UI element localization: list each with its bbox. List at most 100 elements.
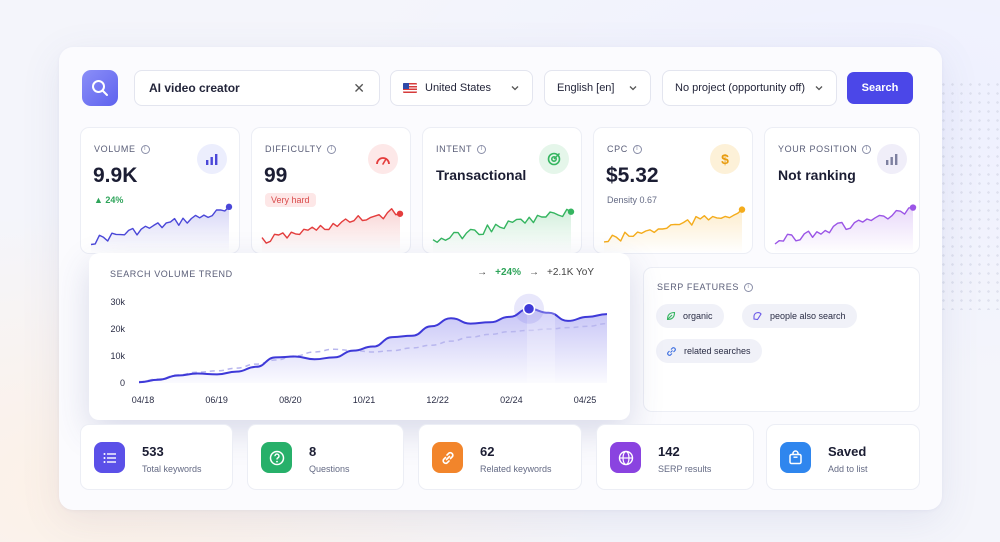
y-tick-label: 30k: [110, 297, 125, 307]
chevron-down-icon: [629, 86, 637, 91]
info-icon[interactable]: i: [743, 282, 753, 292]
us-flag-icon: [403, 83, 417, 93]
question-icon: [261, 442, 292, 473]
arrow-right-icon: →: [477, 267, 488, 278]
y-tick-label: 0: [120, 378, 125, 388]
difficulty-card: DIFFICULTY i 99 Very hard: [251, 127, 411, 254]
trend-chart[interactable]: 0 10k 20k 30k 04/18 06/19 08/20 10/21 12/22 02/24…: [89, 253, 630, 420]
stat-label: Related keywords: [480, 464, 552, 474]
sparkline-line: [603, 209, 743, 243]
stat-label: Questions: [309, 464, 350, 474]
position-sparkline: [774, 204, 917, 253]
info-icon[interactable]: i: [327, 144, 337, 154]
arrow-right-icon: →: [529, 267, 539, 278]
stat-label: Add to list: [828, 464, 868, 474]
y-tick-label: 20k: [110, 324, 125, 334]
search-volume-trend-card: SEARCH VOLUME TREND → +24% → +2.1K YoY 0…: [89, 253, 630, 420]
search-logo-button[interactable]: [82, 70, 118, 106]
sparkline-end-dot: [909, 204, 917, 211]
stat-value: 62: [480, 444, 495, 459]
search-icon: [92, 80, 108, 96]
intent-card: INTENT i Transactional: [422, 127, 582, 254]
x-tick-label: 04/25: [574, 395, 597, 405]
volume-sparkline: [90, 203, 233, 253]
trend-average-line: [138, 322, 608, 383]
position-label: YOUR POSITION: [778, 144, 858, 154]
keyword-value: AI video creator: [149, 81, 240, 95]
language-select[interactable]: English [en]: [544, 70, 651, 106]
language-value: English [en]: [557, 82, 615, 94]
dollar-icon: $: [710, 144, 740, 174]
volume-value: 9.9K: [93, 164, 138, 187]
position-label-row: YOUR POSITION i: [778, 144, 872, 154]
sparkline-area: [91, 206, 229, 253]
difficulty-label: DIFFICULTY: [265, 144, 323, 154]
trend-deltas: → +24% → +2.1K YoY: [477, 267, 594, 278]
difficulty-badge: Very hard: [265, 193, 316, 207]
stat-card-related-keywords[interactable]: 62 Related keywords: [418, 424, 582, 490]
link-icon: [667, 346, 676, 356]
info-icon[interactable]: i: [862, 144, 872, 154]
sparkline-end-dot: [738, 206, 746, 213]
bag-icon: [780, 442, 811, 473]
link-icon: [432, 442, 463, 473]
sparkline-area: [433, 209, 571, 253]
bar-chart-icon: [877, 144, 907, 174]
sparkline-area: [262, 208, 400, 253]
trend-area: [139, 308, 607, 383]
x-tick-label: 12/22: [426, 395, 449, 405]
close-icon[interactable]: ✕: [353, 79, 365, 96]
gauge-icon: [368, 144, 398, 174]
serp-chip-label: organic: [683, 311, 713, 321]
serp-chip-people-also-search[interactable]: people also search: [742, 304, 857, 328]
search-button[interactable]: Search: [847, 72, 913, 104]
stat-label: Total keywords: [142, 464, 202, 474]
difficulty-label-row: DIFFICULTY i: [265, 144, 337, 154]
stat-card-questions[interactable]: 8 Questions: [247, 424, 404, 490]
position-value: Not ranking: [778, 167, 856, 183]
serp-chip-organic[interactable]: organic: [656, 304, 724, 328]
sparkline-line: [774, 206, 914, 245]
stat-label: SERP results: [658, 464, 712, 474]
x-tick-label: 08/20: [279, 395, 302, 405]
serp-title: SERP FEATURES: [657, 282, 739, 292]
cpc-density: Density 0.67: [607, 195, 658, 205]
stat-card-serp-results[interactable]: 142 SERP results: [596, 424, 754, 490]
trend-change-yoy: +2.1K YoY: [547, 267, 594, 278]
stat-card-saved[interactable]: Saved Add to list: [766, 424, 920, 490]
serp-chip-label: people also search: [770, 311, 846, 321]
serp-title-row: SERP FEATURES i: [657, 282, 753, 292]
info-icon[interactable]: i: [477, 144, 487, 154]
stat-value: 142: [658, 444, 680, 459]
chevron-down-icon: [511, 86, 519, 91]
cpc-card: CPC i $5.32 Density 0.67 $: [593, 127, 753, 254]
x-tick-label: 06/19: [205, 395, 228, 405]
sparkline-end-dot: [567, 208, 575, 215]
chevron-down-icon: [815, 86, 823, 91]
volume-label-row: VOLUME i: [94, 144, 150, 154]
stat-card-total-keywords[interactable]: 533 Total keywords: [80, 424, 233, 490]
info-icon[interactable]: i: [140, 144, 150, 154]
project-value: No project (opportunity off): [675, 82, 806, 94]
cpc-label-row: CPC i: [607, 144, 642, 154]
info-icon[interactable]: i: [632, 144, 642, 154]
target-icon: [539, 144, 569, 174]
cpc-label: CPC: [607, 144, 628, 154]
stat-value: 533: [142, 444, 164, 459]
cpc-value: $5.32: [606, 164, 659, 187]
keyword-input[interactable]: AI video creator ✕: [134, 70, 380, 106]
volume-label: VOLUME: [94, 144, 136, 154]
trend-title: SEARCH VOLUME TREND: [110, 269, 233, 279]
serp-chip-related-searches[interactable]: related searches: [656, 339, 762, 363]
sparkline-area: [604, 209, 742, 253]
list-icon: [94, 442, 125, 473]
country-select[interactable]: United States: [390, 70, 533, 106]
difficulty-value: 99: [264, 164, 288, 187]
volume-card: VOLUME i 9.9K ▲ 24%: [80, 127, 240, 254]
volume-change: ▲ 24%: [94, 195, 124, 205]
position-card: YOUR POSITION i Not ranking: [764, 127, 920, 254]
project-select[interactable]: No project (opportunity off): [662, 70, 837, 106]
country-value: United States: [425, 82, 492, 94]
sparkline-end-dot: [225, 203, 233, 211]
intent-sparkline: [432, 208, 575, 253]
